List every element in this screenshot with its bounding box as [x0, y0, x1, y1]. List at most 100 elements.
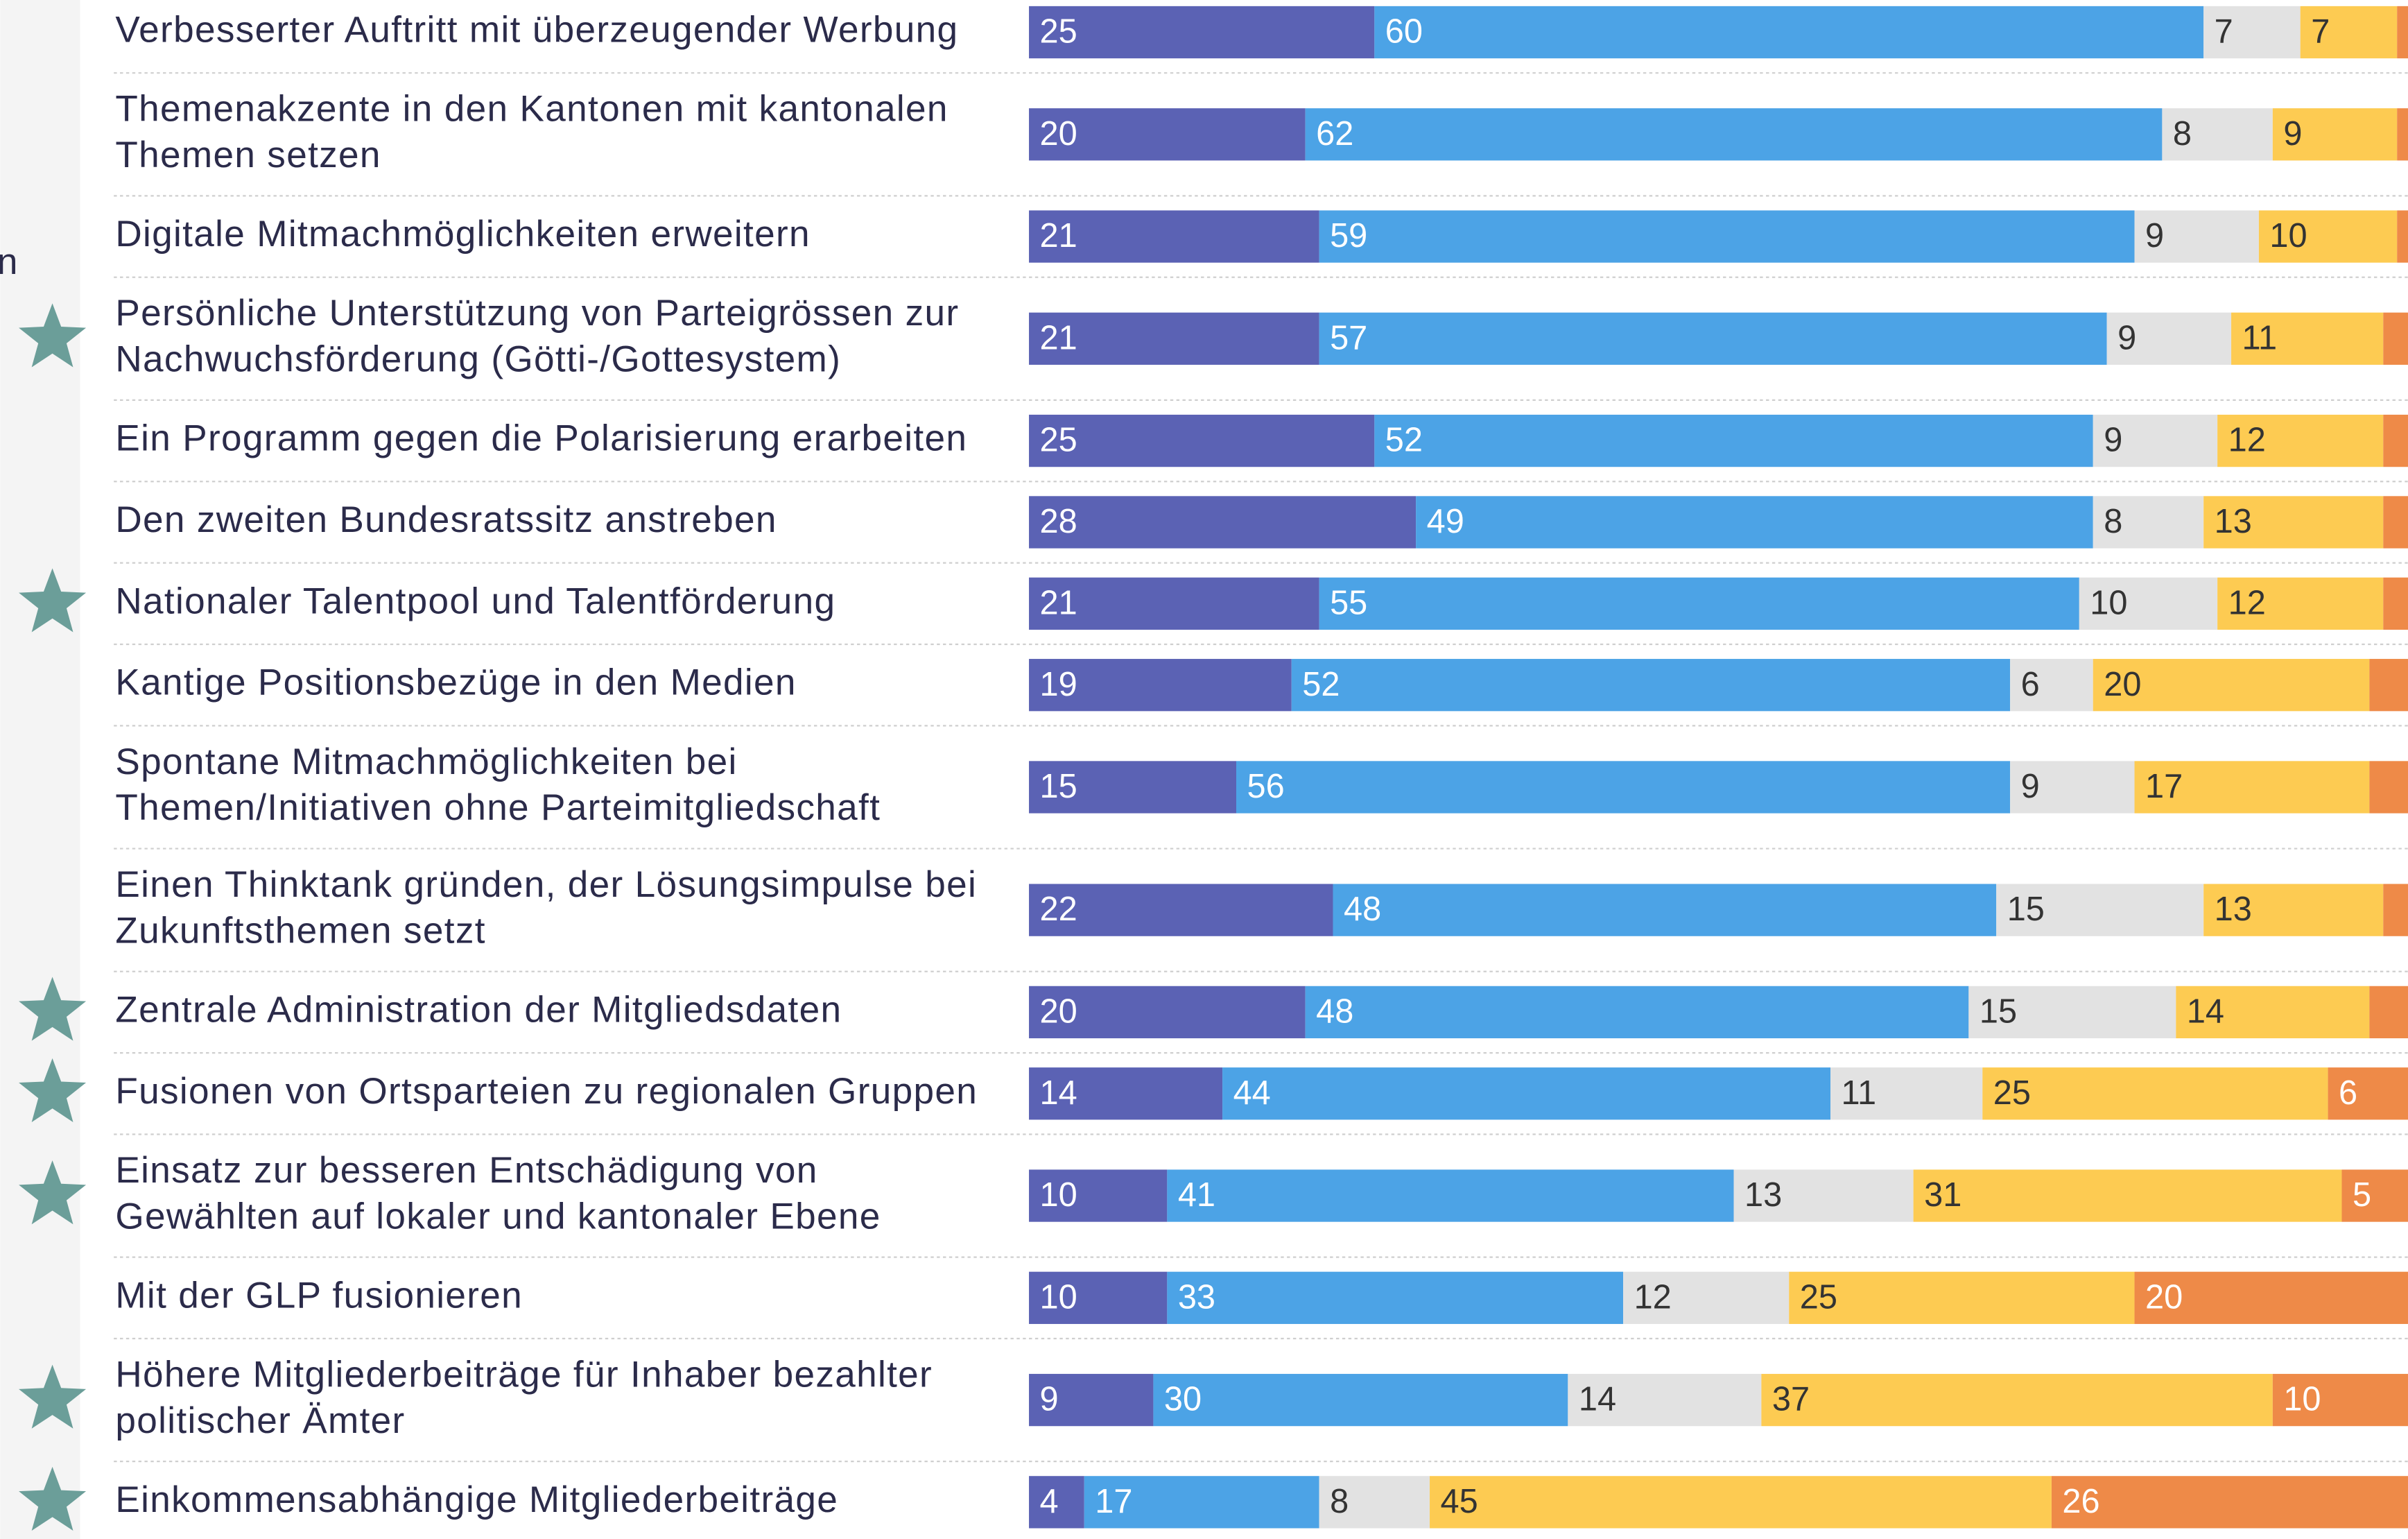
category-line: Zentrale Administration der Mitgliedsdat… — [115, 989, 842, 1030]
category-line: Den zweiten Bundesratssitz anstreben — [115, 499, 777, 540]
bar-segment — [1291, 659, 2011, 712]
category-line: Verbesserter Auftritt mit überzeugender … — [115, 10, 958, 51]
bar-segment — [1029, 1169, 1168, 1222]
bar-segment — [2397, 6, 2408, 59]
star-icon — [19, 1160, 87, 1225]
bar-segment — [1029, 659, 1292, 712]
side-label: n — [0, 241, 19, 282]
star-icon — [19, 1466, 87, 1531]
bar-segment — [2079, 577, 2218, 630]
value-label: 13 — [2215, 891, 2252, 928]
value-label: 6 — [2021, 666, 2040, 703]
value-label: 19 — [1040, 666, 1077, 703]
value-label: 12 — [2228, 422, 2266, 459]
value-label: 10 — [1040, 1278, 1077, 1316]
value-label: 56 — [1247, 768, 1285, 805]
bar-segment — [1029, 108, 1306, 161]
value-label: 20 — [1040, 115, 1077, 153]
bar-segment — [1167, 1271, 1624, 1324]
bar-segment — [2010, 761, 2135, 814]
category-line: Mit der GLP fusionieren — [115, 1275, 523, 1316]
bar-segment — [1029, 761, 1237, 814]
value-label: 9 — [2104, 422, 2122, 459]
bar-segment — [1029, 210, 1319, 263]
value-label: 9 — [2117, 319, 2136, 356]
side-panel — [0, 0, 80, 1539]
bar-segment — [1996, 884, 2204, 936]
star-icon — [19, 977, 87, 1041]
bar-segment — [1430, 1476, 2052, 1529]
value-label: 55 — [1330, 584, 1367, 621]
value-label: 7 — [2311, 13, 2330, 51]
value-label: 60 — [1385, 13, 1423, 51]
value-label: 4 — [1040, 1483, 1059, 1520]
bar-segment — [2300, 6, 2398, 59]
bar-segment — [1084, 1476, 1319, 1529]
bar-segment — [2272, 1373, 2408, 1427]
bar-segment — [2162, 108, 2273, 161]
bar-segment — [1319, 577, 2079, 630]
category-label: Ein Programm gegen die Polarisierung era… — [115, 418, 967, 459]
category-line: Zukunftsthemen setzt — [115, 910, 485, 951]
bar-segment — [1029, 1271, 1168, 1324]
bar-segment — [2383, 496, 2408, 549]
category-line: Spontane Mitmachmöglichkeiten bei — [115, 741, 737, 782]
bar-segment — [2369, 659, 2408, 712]
value-label: 9 — [2283, 115, 2302, 153]
value-label: 9 — [2145, 217, 2164, 255]
bar-segment — [1830, 1067, 1983, 1120]
bar-segment — [1374, 414, 2093, 467]
bar-segment — [2369, 986, 2408, 1039]
bar-segment — [1319, 312, 2107, 365]
bar-segment — [1029, 1476, 1084, 1529]
category-label: Digitale Mitmachmöglichkeiten erweitern — [115, 214, 811, 255]
bar-segment — [2217, 577, 2384, 630]
bar-segment — [1623, 1271, 1790, 1324]
value-label: 17 — [1095, 1483, 1132, 1520]
category-label: Fusionen von Ortsparteien zu regionalen … — [115, 1071, 978, 1112]
value-label: 6 — [2339, 1074, 2357, 1112]
category-line: Einkommensabhängige Mitgliederbeiträge — [115, 1479, 838, 1520]
bar-segment — [2397, 210, 2408, 263]
value-label: 9 — [1040, 1381, 1059, 1418]
category-line: Persönliche Unterstützung von Parteigrös… — [115, 293, 959, 334]
bar-segment — [1789, 1271, 2135, 1324]
bar-segment — [1761, 1373, 2273, 1427]
bar-segment — [2217, 414, 2384, 467]
bar-segment — [1029, 312, 1319, 365]
bar-segment — [1968, 986, 2176, 1039]
bar-segment — [2272, 108, 2398, 161]
bar-segment — [2203, 6, 2301, 59]
value-label: 9 — [2021, 768, 2040, 805]
value-label: 48 — [1344, 891, 1381, 928]
value-label: 49 — [1427, 503, 1464, 540]
value-label: 44 — [1233, 1074, 1271, 1112]
value-label: 25 — [1040, 422, 1077, 459]
value-label: 14 — [1040, 1074, 1077, 1112]
bar-segment — [2203, 496, 2384, 549]
category-label: Einen Thinktank gründen, der Lösungsimpu… — [115, 864, 977, 951]
value-label: 8 — [1330, 1483, 1349, 1520]
value-label: 8 — [2173, 115, 2192, 153]
bar-segment — [1982, 1067, 2328, 1120]
bar-segment — [2397, 108, 2408, 161]
value-label: 11 — [1842, 1074, 1877, 1112]
category-line: Einsatz zur besseren Entschädigung von — [115, 1150, 817, 1191]
star-icon — [19, 1058, 87, 1122]
value-label: 59 — [1330, 217, 1367, 255]
category-label: Nationaler Talentpool und Talentförderun… — [115, 581, 835, 621]
bar-segment — [1416, 496, 2093, 549]
bar-segment — [2106, 312, 2232, 365]
value-label: 20 — [2145, 1278, 2183, 1316]
star-icon — [19, 1364, 87, 1429]
value-label: 7 — [2215, 13, 2233, 51]
bar-segment — [2134, 1271, 2408, 1324]
bar-segment — [1029, 1373, 1154, 1427]
bar-segment — [2383, 312, 2408, 365]
bar-segment — [2203, 884, 2384, 936]
value-label: 52 — [1385, 422, 1423, 459]
value-label: 10 — [1040, 1176, 1077, 1214]
value-label: 22 — [1040, 891, 1077, 928]
value-label: 62 — [1316, 115, 1353, 153]
bar-segment — [1222, 1067, 1831, 1120]
